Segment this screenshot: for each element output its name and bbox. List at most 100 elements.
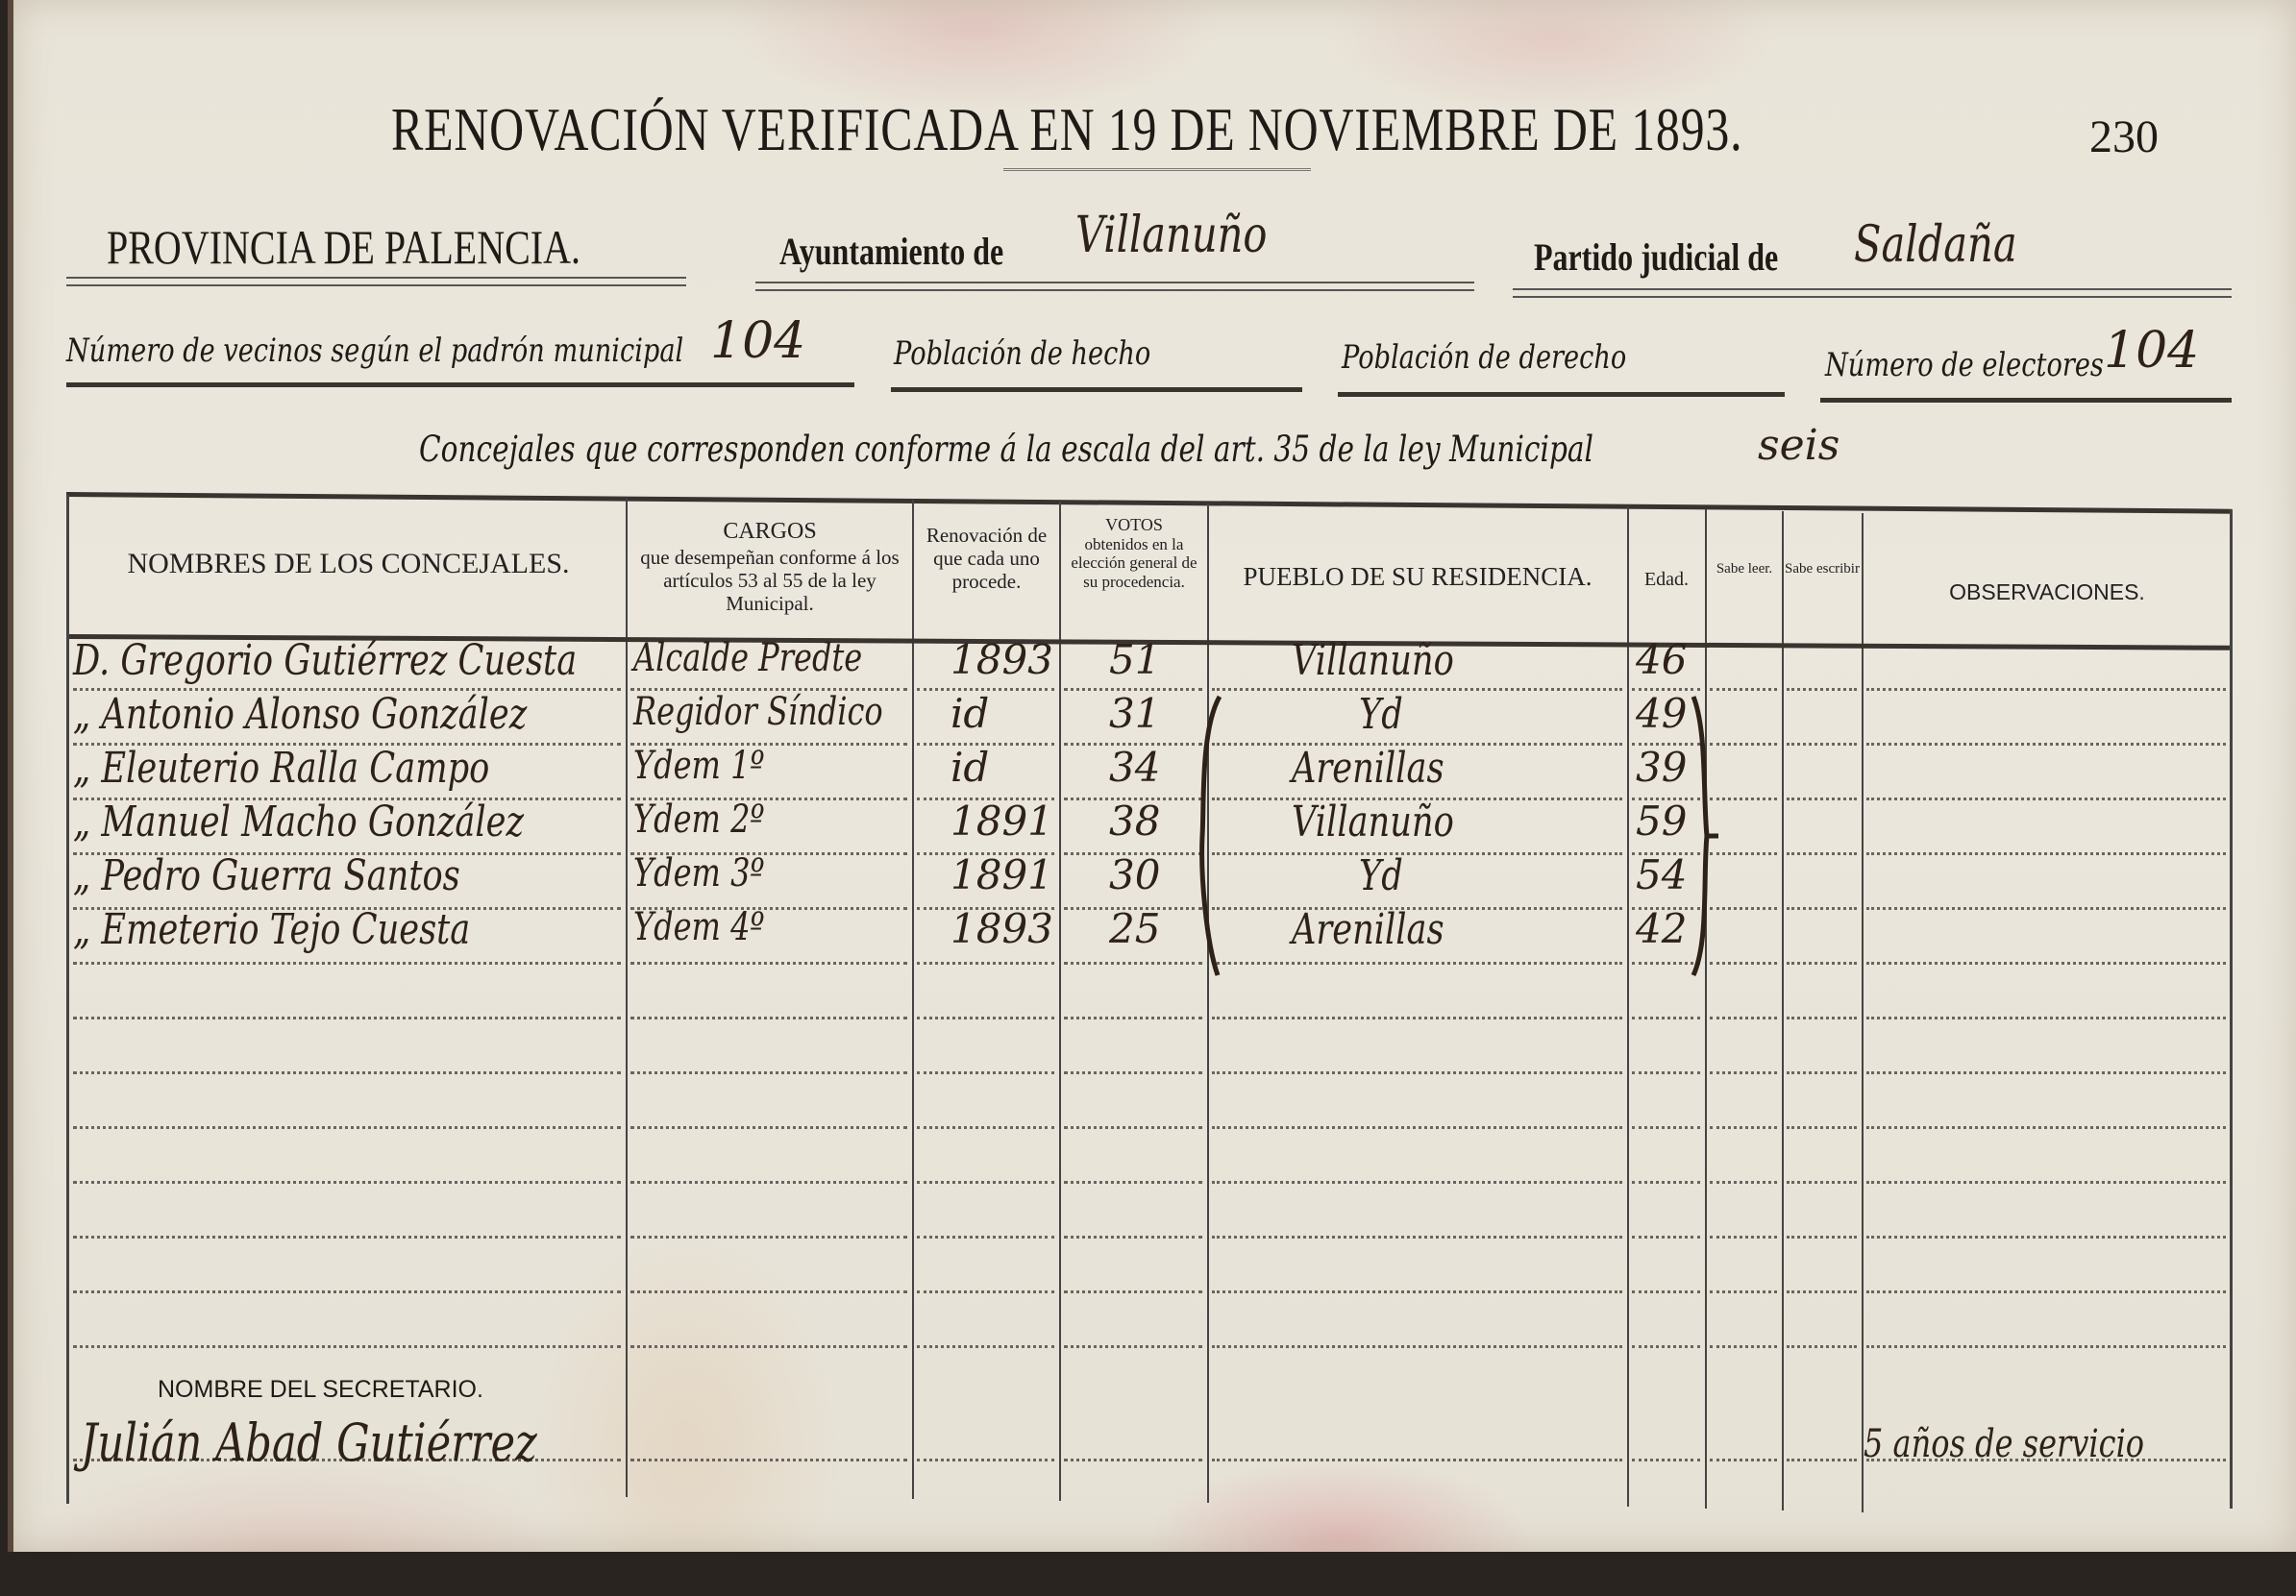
cargo-cell: Ydem 1º — [633, 744, 765, 788]
header-cargos: CARGOS que desempeñan conforme á los art… — [630, 519, 909, 615]
edad-cell: 39 — [1636, 744, 1688, 791]
secretario-label: NOMBRE DEL SECRETARIO. — [158, 1376, 483, 1403]
divider — [1338, 392, 1785, 397]
column-divider — [1059, 502, 1061, 1501]
dotted-rule — [1866, 798, 2226, 800]
register-page: RENOVACIÓN VERIFICADA EN 19 DE NOVIEMBRE… — [8, 0, 2296, 1552]
dotted-rule — [1212, 1017, 1622, 1019]
votos-cell: 31 — [1109, 690, 1161, 737]
edad-cell: 49 — [1636, 690, 1688, 737]
dotted-rule — [1866, 688, 2226, 691]
dotted-rule — [1710, 1236, 1777, 1239]
dotted-rule — [1866, 1017, 2226, 1019]
dotted-rule — [73, 962, 621, 965]
dotted-rule — [917, 1345, 1054, 1348]
observacion-note: 5 años de servicio — [1864, 1422, 2145, 1466]
electores-label: Número de electores — [1825, 346, 2104, 384]
dotted-rule — [1866, 1126, 2226, 1129]
edad-cell: 42 — [1636, 905, 1688, 952]
dotted-rule — [1787, 798, 1857, 800]
dotted-rule — [73, 1181, 621, 1184]
dotted-rule — [1212, 798, 1622, 800]
votos-cell: 30 — [1109, 851, 1161, 898]
dotted-rule — [1866, 962, 2226, 965]
divider — [1513, 288, 2232, 298]
dotted-rule — [1212, 688, 1622, 691]
dotted-rule — [1064, 1236, 1202, 1239]
dotted-rule — [1064, 798, 1202, 800]
dotted-rule — [1787, 1345, 1857, 1348]
dotted-rule — [73, 1126, 621, 1129]
electores-value: 104 — [2104, 322, 2200, 380]
dotted-rule — [630, 1071, 907, 1074]
dotted-rule — [1866, 1181, 2226, 1184]
vecinos-label: Número de vecinos según el padrón munici… — [66, 331, 684, 370]
dotted-rule — [917, 962, 1054, 965]
dotted-rule — [1787, 688, 1857, 691]
divider — [66, 382, 854, 387]
dotted-rule — [1787, 1126, 1857, 1129]
dotted-rule — [630, 1017, 907, 1019]
dotted-rule — [917, 1126, 1054, 1129]
dotted-rule — [73, 852, 621, 855]
dotted-rule — [1064, 962, 1202, 965]
pueblo-cell: Villanuño — [1292, 636, 1454, 685]
dotted-rule — [1632, 1071, 1700, 1074]
dotted-rule — [917, 1181, 1054, 1184]
dotted-rule — [1632, 743, 1700, 746]
votos-cell: 25 — [1109, 905, 1161, 952]
dotted-rule — [73, 1345, 621, 1348]
pueblo-cell: Villanuño — [1292, 798, 1454, 847]
renovacion-cell: 1893 — [950, 905, 1053, 952]
cargo-cell: Alcalde Predte — [633, 636, 863, 680]
name-cell: D. Gregorio Gutiérrez Cuesta — [73, 636, 578, 685]
dotted-rule — [73, 1290, 621, 1293]
province-label: PROVINCIA DE PALENCIA. — [107, 220, 581, 274]
dotted-rule — [1212, 1181, 1622, 1184]
title-ornament — [1003, 168, 1311, 179]
concejales-value: seis — [1758, 421, 1840, 470]
dotted-rule — [1064, 1345, 1202, 1348]
ayuntamiento-value: Villanuño — [1075, 207, 1268, 264]
votos-cell: 34 — [1109, 744, 1161, 791]
header-pueblo: PUEBLO DE SU RESIDENCIA. — [1243, 562, 1592, 591]
header-nombres: NOMBRES DE LOS CONCEJALES. — [127, 548, 570, 579]
dotted-rule — [630, 688, 907, 691]
pueblo-cell: Yd — [1359, 690, 1403, 739]
divider — [66, 277, 686, 286]
secretario-signature: Julián Abad Gutiérrez — [81, 1412, 537, 1473]
dotted-rule — [1064, 688, 1202, 691]
dotted-rule — [1787, 1181, 1857, 1184]
dotted-rule — [1866, 1236, 2226, 1239]
dotted-rule — [1710, 1126, 1777, 1129]
left-brace-icon — [1199, 695, 1222, 976]
dotted-rule — [1710, 962, 1777, 965]
renovacion-cell: 1891 — [950, 798, 1053, 845]
table-right-border — [2230, 509, 2233, 1509]
dotted-rule — [1632, 798, 1700, 800]
column-divider — [1862, 513, 1864, 1512]
header-votos-title: VOTOS — [1105, 515, 1163, 534]
pueblo-cell: Arenillas — [1292, 905, 1444, 954]
concejales-label: Concejales que corresponden conforme á l… — [419, 429, 1594, 470]
votos-cell: 51 — [1109, 636, 1161, 683]
dotted-rule — [1710, 1345, 1777, 1348]
dotted-rule — [73, 1071, 621, 1074]
dotted-rule — [917, 852, 1054, 855]
dotted-rule — [1632, 1345, 1700, 1348]
name-cell: „ Pedro Guerra Santos — [73, 851, 460, 900]
dotted-rule — [630, 1459, 907, 1461]
dotted-rule — [1787, 1290, 1857, 1293]
dotted-rule — [1787, 1017, 1857, 1019]
dotted-rule — [630, 743, 907, 746]
dotted-rule — [917, 1071, 1054, 1074]
dotted-rule — [630, 1290, 907, 1293]
dotted-rule — [917, 688, 1054, 691]
dotted-rule — [1632, 688, 1700, 691]
dotted-rule — [1866, 852, 2226, 855]
column-divider — [1627, 507, 1629, 1507]
dotted-rule — [1632, 852, 1700, 855]
dotted-rule — [1632, 962, 1700, 965]
dotted-rule — [73, 1017, 621, 1019]
dotted-rule — [630, 798, 907, 800]
